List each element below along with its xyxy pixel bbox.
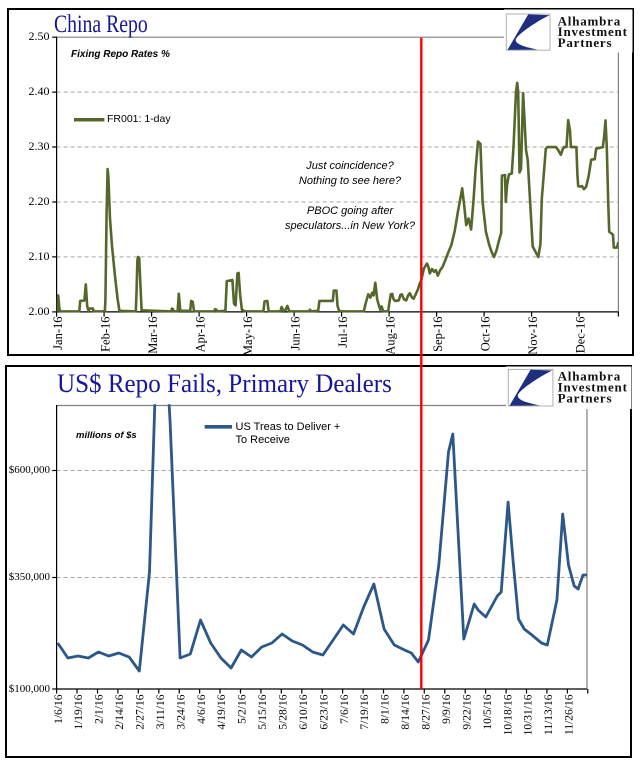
svg-text:2/14/16: 2/14/16 <box>114 694 126 729</box>
svg-text:10/31/16: 10/31/16 <box>523 694 535 735</box>
svg-text:7/19/16: 7/19/16 <box>359 694 371 729</box>
svg-text:Oct-16: Oct-16 <box>478 317 492 352</box>
svg-text:May-16: May-16 <box>241 317 255 357</box>
svg-text:2/27/16: 2/27/16 <box>135 694 147 729</box>
svg-text:Alhambra: Alhambra <box>558 13 621 28</box>
svg-text:9/22/16: 9/22/16 <box>461 694 473 729</box>
svg-text:1/6/16: 1/6/16 <box>53 694 65 724</box>
svg-text:Investment: Investment <box>558 24 628 39</box>
svg-text:10/5/16: 10/5/16 <box>482 694 494 729</box>
svg-text:4/6/16: 4/6/16 <box>196 694 208 724</box>
svg-text:Partners: Partners <box>558 391 613 406</box>
svg-text:11/13/16: 11/13/16 <box>543 694 555 735</box>
svg-text:5/2/16: 5/2/16 <box>237 694 249 724</box>
svg-text:7/6/16: 7/6/16 <box>339 694 351 724</box>
svg-text:Jul-16: Jul-16 <box>336 317 350 348</box>
svg-text:11/26/16: 11/26/16 <box>564 694 576 735</box>
svg-text:Sep-16: Sep-16 <box>431 317 445 352</box>
svg-text:6/23/16: 6/23/16 <box>318 694 330 729</box>
svg-text:9/9/16: 9/9/16 <box>441 694 453 724</box>
svg-text:Alhambra: Alhambra <box>558 369 621 384</box>
svg-text:6/10/16: 6/10/16 <box>298 694 310 729</box>
svg-text:Jan-16: Jan-16 <box>51 317 65 350</box>
svg-text:Nov-16: Nov-16 <box>526 317 540 355</box>
svg-text:Jun-16: Jun-16 <box>288 317 302 351</box>
svg-text:1/19/16: 1/19/16 <box>73 694 85 729</box>
svg-text:Dec-16: Dec-16 <box>573 317 587 354</box>
svg-text:5/15/16: 5/15/16 <box>257 694 269 729</box>
svg-text:3/11/16: 3/11/16 <box>155 694 167 729</box>
svg-text:10/18/16: 10/18/16 <box>502 694 514 735</box>
svg-text:Aug-16: Aug-16 <box>383 317 397 355</box>
svg-text:5/28/16: 5/28/16 <box>278 694 290 729</box>
svg-text:4/19/16: 4/19/16 <box>216 694 228 729</box>
svg-text:Mar-16: Mar-16 <box>146 317 160 354</box>
svg-text:Apr-16: Apr-16 <box>193 317 207 353</box>
svg-text:8/1/16: 8/1/16 <box>380 694 392 724</box>
svg-text:Investment: Investment <box>558 380 628 395</box>
svg-text:8/14/16: 8/14/16 <box>400 694 412 729</box>
svg-text:3/24/16: 3/24/16 <box>175 694 187 729</box>
svg-text:Partners: Partners <box>558 35 613 50</box>
svg-text:Feb-16: Feb-16 <box>98 317 112 352</box>
svg-text:8/27/16: 8/27/16 <box>421 694 433 729</box>
svg-text:2/1/16: 2/1/16 <box>94 694 106 724</box>
